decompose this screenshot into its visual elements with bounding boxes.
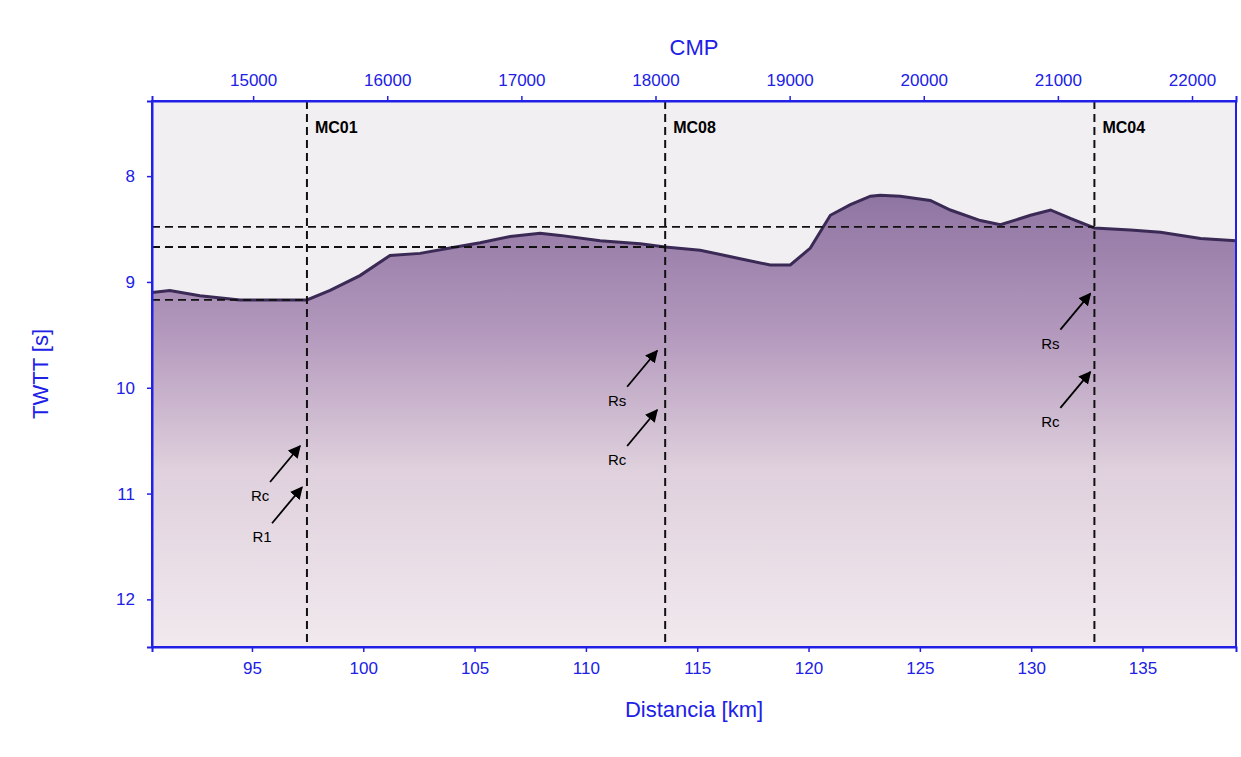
annotation-arrow bbox=[270, 446, 300, 482]
annotation-arrow bbox=[1060, 372, 1090, 408]
site-label: MC08 bbox=[673, 119, 716, 136]
tick-label: 10 bbox=[116, 379, 135, 398]
site-line bbox=[1093, 101, 1095, 647]
tick: 18000 bbox=[632, 71, 679, 101]
site-line bbox=[306, 101, 308, 647]
tick-label: 105 bbox=[461, 659, 489, 678]
tick-label: 120 bbox=[795, 659, 823, 678]
tick-label: 22000 bbox=[1169, 71, 1216, 90]
tick: 20000 bbox=[901, 71, 948, 101]
x2-axis: 15000 16000 17000 18000 19000 20000 21000 22000 bbox=[153, 71, 1237, 102]
tick-label: 125 bbox=[906, 659, 934, 678]
tick-label: 8 bbox=[126, 167, 135, 186]
y-axis-title: TWTT [s] bbox=[28, 329, 53, 419]
x-axis-title: Distancia [km] bbox=[625, 697, 763, 722]
axis-line bbox=[153, 648, 1237, 653]
sediment-area bbox=[152, 195, 1236, 647]
tick-label: 12 bbox=[116, 590, 135, 609]
tick: 17000 bbox=[498, 71, 545, 101]
annotation-label: Rc bbox=[251, 487, 270, 504]
labels: Rc R1 Rs Rc Rs Rc MC01 MC08 MC04 bbox=[251, 119, 1145, 545]
chart: Rc R1 Rs Rc Rs Rc MC01 MC08 MC04 95 100 105 110 115 12… bbox=[0, 0, 1241, 757]
tick-label: 95 bbox=[243, 659, 262, 678]
tick: 110 bbox=[573, 647, 600, 678]
annotation-label: Rs bbox=[1041, 335, 1059, 352]
tick-label: 17000 bbox=[498, 71, 545, 90]
tick: 12 bbox=[116, 590, 152, 609]
tick: 130 bbox=[1017, 647, 1045, 678]
annotation-label: Rc bbox=[1041, 413, 1060, 430]
tick-label: 130 bbox=[1017, 659, 1045, 678]
tick-label: 100 bbox=[350, 659, 378, 678]
tick: 105 bbox=[461, 647, 489, 678]
tick: 115 bbox=[684, 647, 711, 678]
site-line bbox=[664, 101, 666, 647]
y-axis: 8 9 10 11 12 bbox=[116, 102, 152, 648]
annotation-arrow bbox=[1060, 294, 1090, 330]
site-depth-line bbox=[152, 226, 1094, 228]
tick: 10 bbox=[116, 379, 152, 398]
annotation-arrow bbox=[627, 410, 657, 446]
annotation-label: Rc bbox=[608, 451, 627, 468]
site-depth-line bbox=[152, 246, 665, 248]
tick: 9 bbox=[126, 273, 152, 292]
annotation-label: R1 bbox=[252, 528, 271, 545]
tick-label: 18000 bbox=[632, 71, 679, 90]
x2-axis-title: CMP bbox=[670, 35, 719, 60]
tick: 22000 bbox=[1169, 71, 1216, 101]
x-axis: 95 100 105 110 115 120 125 130 135 bbox=[153, 647, 1237, 678]
annotation-arrow bbox=[272, 487, 302, 523]
tick-label: 16000 bbox=[364, 71, 411, 90]
tick-label: 9 bbox=[126, 273, 135, 292]
site-depth-line bbox=[152, 299, 307, 301]
tick: 100 bbox=[350, 647, 378, 678]
marks bbox=[152, 101, 1236, 647]
tick-label: 15000 bbox=[230, 71, 277, 90]
annotation-arrow bbox=[627, 351, 657, 387]
annotation-label: Rs bbox=[608, 392, 626, 409]
site-label: MC01 bbox=[315, 119, 358, 136]
tick-label: 110 bbox=[573, 659, 600, 678]
tick: 125 bbox=[906, 647, 934, 678]
tick: 16000 bbox=[364, 71, 411, 101]
tick-label: 11 bbox=[117, 485, 135, 504]
seafloor-line bbox=[152, 195, 1236, 300]
tick: 19000 bbox=[766, 71, 813, 101]
tick-label: 115 bbox=[684, 659, 711, 678]
site-label: MC04 bbox=[1102, 119, 1145, 136]
tick: 120 bbox=[795, 647, 823, 678]
tick: 11 bbox=[117, 485, 152, 504]
plot-frame bbox=[152, 101, 1236, 647]
tick-label: 135 bbox=[1129, 659, 1157, 678]
tick: 95 bbox=[243, 647, 262, 678]
tick: 15000 bbox=[230, 71, 277, 101]
tick-label: 20000 bbox=[901, 71, 948, 90]
tick: 21000 bbox=[1035, 71, 1082, 101]
tick: 8 bbox=[126, 167, 152, 186]
tick: 135 bbox=[1129, 647, 1157, 678]
tick-label: 21000 bbox=[1035, 71, 1082, 90]
tick-label: 19000 bbox=[766, 71, 813, 90]
